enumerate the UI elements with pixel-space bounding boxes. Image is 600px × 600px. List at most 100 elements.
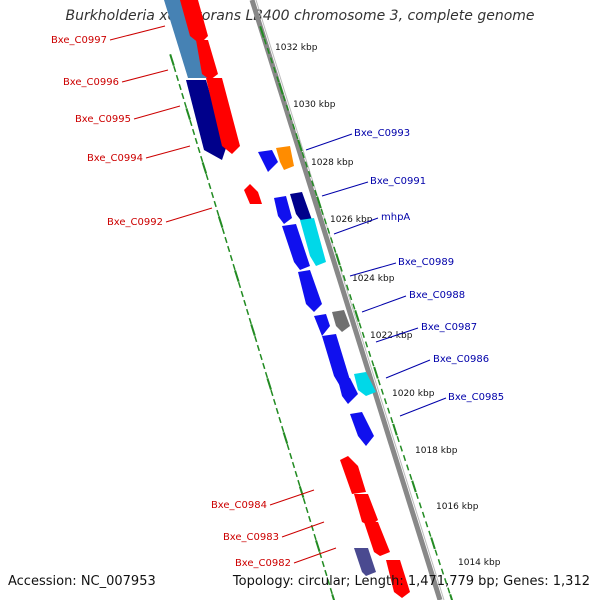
gene-mhpa[interactable] (300, 218, 326, 266)
minor-tick (189, 119, 193, 127)
gene-bxe-c0996[interactable] (196, 40, 218, 80)
gene-bxe-c0995[interactable] (186, 80, 226, 160)
tick-label-1028: 1028 kbp (311, 158, 354, 168)
minor-tick (191, 128, 196, 136)
gene-mhpa-blue[interactable] (282, 224, 310, 270)
minor-tick (256, 344, 261, 352)
gene-bxe-c0997-red[interactable] (180, 0, 208, 44)
minor-tick (264, 371, 269, 379)
label-bxe-c0994[interactable]: Bxe_C0994 (87, 153, 143, 164)
label-bxe-c0991[interactable]: Bxe_C0991 (370, 176, 426, 187)
minor-tick (263, 38, 267, 45)
minor-tick (291, 461, 296, 469)
plus-strand-genes (258, 146, 376, 446)
gene-bxe-c0992[interactable] (244, 184, 262, 204)
minor-tick (194, 137, 198, 145)
minor-tick (364, 341, 369, 348)
minor-tick (377, 379, 381, 386)
minor-tick (402, 454, 407, 462)
gene-bxe-c0993[interactable] (276, 146, 294, 170)
gene-bxe-c0987[interactable] (322, 334, 350, 386)
gene-bxe-c0993-blue[interactable] (258, 150, 278, 172)
minor-tick (286, 443, 290, 451)
gene-bxe-c0991-blue[interactable] (274, 196, 292, 224)
tick-label-1024: 1024 kbp (352, 274, 395, 284)
label-bxe-c0992[interactable]: Bxe_C0992 (107, 217, 163, 228)
label-bxe-c0983[interactable]: Bxe_C0983 (223, 532, 279, 543)
minor-tick (415, 492, 419, 499)
label-bxe-c0987[interactable]: Bxe_C0987 (421, 322, 477, 333)
label-bxe-c0986[interactable]: Bxe_C0986 (433, 354, 489, 365)
minor-tick (342, 275, 346, 282)
chromosome-backbone (249, 0, 443, 600)
label-leader-lines (109, 25, 447, 564)
minor-tick (240, 290, 244, 298)
minor-tick (288, 114, 293, 121)
label-mhpa[interactable]: mhpA (381, 212, 410, 223)
minor-tick (440, 568, 445, 575)
label-bxe-c0995[interactable]: Bxe_C0995 (75, 114, 131, 125)
gene-bxe-c0986-blue[interactable] (338, 378, 358, 404)
minor-tick (308, 515, 312, 523)
minor-tick (243, 299, 247, 307)
gene-bxe-c0984[interactable] (340, 456, 366, 494)
label-bxe-c0993[interactable]: Bxe_C0993 (354, 128, 410, 139)
minor-tick (285, 104, 289, 111)
minor-tick (301, 151, 305, 159)
tick-ring-inner (169, 53, 336, 600)
gene-bxe-c0988-blue[interactable] (314, 314, 330, 336)
major-tick (250, 323, 256, 337)
gene-bxe-c0997[interactable] (164, 0, 208, 78)
gene-bxe-c0988[interactable] (332, 310, 350, 332)
major-tick (411, 480, 417, 493)
label-bxe-c0989[interactable]: Bxe_C0989 (398, 257, 454, 268)
major-tick (201, 161, 208, 175)
major-tick (217, 215, 224, 229)
minor-tick (425, 521, 429, 528)
minor-tick (276, 76, 280, 83)
gene-bxe-c0994-red[interactable] (206, 78, 240, 154)
minor-tick (326, 578, 331, 586)
minor-tick (329, 587, 333, 595)
minor-tick (434, 549, 438, 556)
minor-tick (281, 425, 285, 433)
minor-tick (418, 502, 422, 509)
minor-tick (326, 227, 331, 234)
minor-tick (292, 123, 296, 130)
minor-tick (320, 208, 324, 215)
minor-tick (248, 317, 252, 325)
label-bxe-c0988[interactable]: Bxe_C0988 (409, 290, 465, 301)
minor-tick (259, 353, 263, 361)
minor-tick (262, 362, 266, 370)
gene-bxe-c0983[interactable] (354, 494, 378, 526)
minor-tick (232, 263, 236, 271)
minor-tick (175, 74, 180, 82)
gene-bxe-c0982[interactable] (354, 548, 376, 576)
gene-bxe-c0981[interactable] (386, 560, 410, 598)
major-tick (331, 593, 336, 600)
major-tick (297, 139, 303, 152)
label-bxe-c0985[interactable]: Bxe_C0985 (448, 392, 504, 403)
tick-label-1018: 1018 kbp (415, 446, 458, 456)
gene-bxe-c0989[interactable] (298, 270, 322, 312)
major-tick (282, 431, 289, 445)
label-bxe-c0997[interactable]: Bxe_C0997 (51, 35, 107, 46)
tick-label-1032: 1032 kbp (275, 43, 318, 53)
label-bxe-c0996[interactable]: Bxe_C0996 (63, 77, 119, 88)
gene-bxe-c0985[interactable] (350, 412, 374, 446)
minor-tick (314, 189, 318, 197)
major-tick (266, 377, 272, 391)
gene-bxe-c0986[interactable] (354, 372, 376, 396)
minor-tick (324, 569, 328, 577)
gene-bxe-c0991[interactable] (290, 192, 312, 222)
major-tick (335, 253, 341, 266)
chromosome-backbone-shadow (255, 0, 445, 600)
gene-bxe-c0982-red[interactable] (364, 522, 390, 556)
label-bxe-c0984[interactable]: Bxe_C0984 (211, 500, 267, 511)
minor-tick (183, 101, 188, 109)
tick-label-1016: 1016 kbp (436, 502, 479, 512)
minor-tick (387, 407, 391, 414)
minor-tick (221, 227, 225, 235)
minor-tick (318, 551, 323, 559)
label-bxe-c0982[interactable]: Bxe_C0982 (235, 558, 291, 569)
